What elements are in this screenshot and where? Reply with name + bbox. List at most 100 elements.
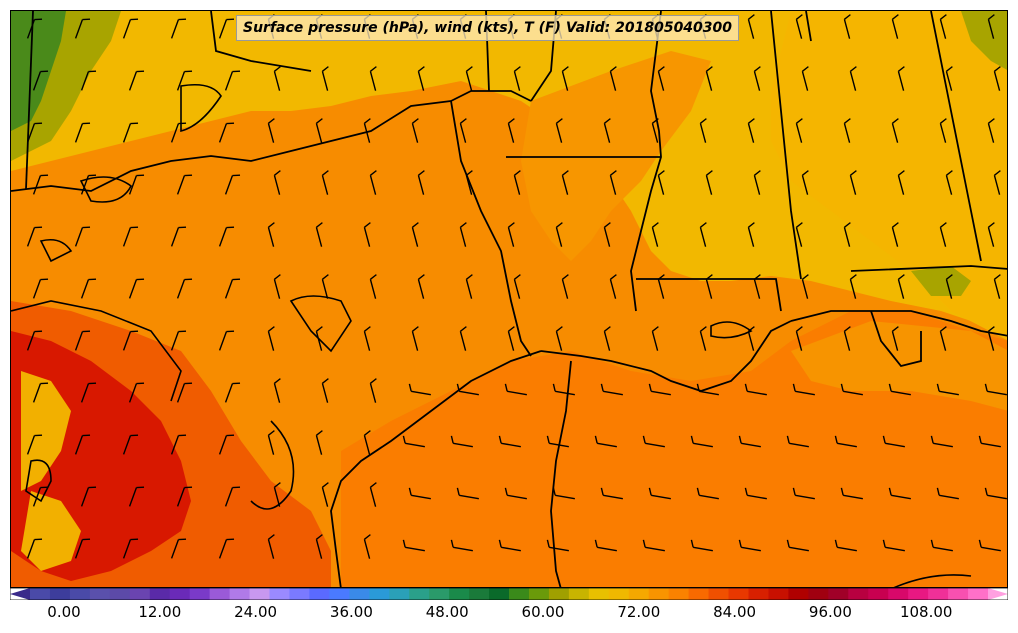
colorbar-cell: [189, 588, 211, 600]
wind-barbs: [26, 14, 1007, 559]
wind-barb: [657, 170, 665, 195]
wind-barb: [600, 383, 623, 396]
wind-barb: [363, 326, 371, 351]
wind-barb: [369, 66, 377, 91]
wind-barb: [513, 66, 521, 91]
wind-barb: [651, 118, 659, 143]
colorbar-cell: [688, 588, 710, 600]
colorbar-cell: [548, 588, 570, 600]
wind-barb: [642, 539, 665, 552]
colorbar-cell: [149, 588, 171, 600]
colorbar-cell: [928, 588, 949, 600]
coastline-louisiana: [540, 320, 792, 392]
colorbar-cell: [229, 588, 251, 600]
wind-barb: [122, 122, 139, 143]
colorbar: [10, 588, 1008, 600]
wind-barb: [849, 170, 857, 195]
wind-barb: [176, 486, 193, 507]
wind-barb: [74, 226, 91, 247]
wind-barb: [224, 382, 241, 403]
wind-barb: [122, 330, 139, 351]
wind-barb: [128, 174, 145, 195]
boundaries: [11, 11, 1007, 587]
wind-barb: [882, 539, 905, 552]
wind-barb: [705, 66, 713, 91]
wind-barb: [456, 383, 479, 396]
wind-barb: [795, 222, 803, 247]
wind-barb: [459, 118, 467, 143]
colorbar-cell: [748, 588, 769, 600]
wind-barb: [561, 66, 569, 91]
wind-barb: [651, 326, 659, 351]
wind-barb: [609, 170, 617, 195]
wind-barb: [786, 539, 809, 552]
wind-barb: [498, 435, 521, 448]
isobar-5: [39, 238, 73, 263]
wind-barb: [122, 538, 139, 559]
wind-barb: [738, 435, 761, 448]
wind-barb: [552, 487, 575, 500]
colorbar-tick-label: 48.00: [425, 603, 469, 621]
wind-barb: [747, 118, 755, 143]
border-texas-louisiana: [450, 100, 532, 357]
wind-barb: [882, 435, 905, 448]
wind-barb: [363, 118, 371, 143]
colorbar-cell: [249, 588, 270, 600]
wind-barb: [176, 70, 193, 91]
wind-barb: [648, 487, 671, 500]
colorbar-cell: [69, 588, 91, 600]
colorbar-cell: [49, 588, 71, 600]
colorbar-cell: [489, 588, 510, 600]
colorbar-cell: [668, 588, 690, 600]
wind-barb: [128, 70, 145, 91]
wind-barb: [546, 539, 569, 552]
wind-barb: [699, 326, 707, 351]
wind-barb: [273, 274, 281, 299]
colorbar-tick-label: 60.00: [521, 603, 565, 621]
colorbar-cell: [968, 588, 989, 600]
wind-barb: [267, 534, 275, 559]
colorbar-cell: [389, 588, 410, 600]
isobar-1: [11, 300, 182, 402]
colorbar-cell: [848, 588, 869, 600]
colorbar-cell: [469, 588, 490, 600]
wind-barb: [993, 274, 1001, 299]
wind-barb: [408, 487, 431, 500]
coastline-gulf-east: [790, 310, 1007, 337]
wind-barb: [792, 487, 815, 500]
wind-barb: [555, 118, 563, 143]
wind-barb: [408, 383, 431, 396]
colorbar-cell: [708, 588, 730, 600]
wind-barb: [459, 222, 467, 247]
river-mississippi: [630, 11, 662, 312]
wind-barb: [642, 435, 665, 448]
wind-barb: [369, 274, 377, 299]
wind-barb: [843, 222, 851, 247]
wind-barb: [465, 170, 473, 195]
wind-barb: [411, 222, 419, 247]
wind-barb: [657, 274, 665, 299]
wind-barb: [891, 118, 899, 143]
colorbar-cell: [289, 588, 310, 600]
wind-barb: [363, 534, 371, 559]
colorbar-cell: [528, 588, 550, 600]
coastline-florida-bay: [870, 310, 922, 368]
map-title: Surface pressure (hPa), wind (kts), T (F…: [236, 15, 740, 41]
wind-barb: [321, 170, 329, 195]
wind-barb: [369, 482, 377, 507]
wind-barb: [26, 434, 43, 455]
wind-barb: [267, 118, 275, 143]
wind-barb: [705, 274, 713, 299]
wind-barb: [603, 222, 611, 247]
colorbar-cell: [788, 588, 809, 600]
colorbar-cell: [588, 588, 610, 600]
wind-barb: [465, 66, 473, 91]
coastline-texas: [330, 350, 542, 587]
wind-barb: [176, 382, 193, 403]
wind-barb: [888, 383, 911, 396]
wind-barb: [849, 66, 857, 91]
colorbar-cell: [808, 588, 829, 600]
colorbar-over-arrow: [988, 588, 1008, 600]
wind-barb: [834, 435, 857, 448]
map-panel: [10, 10, 1008, 588]
